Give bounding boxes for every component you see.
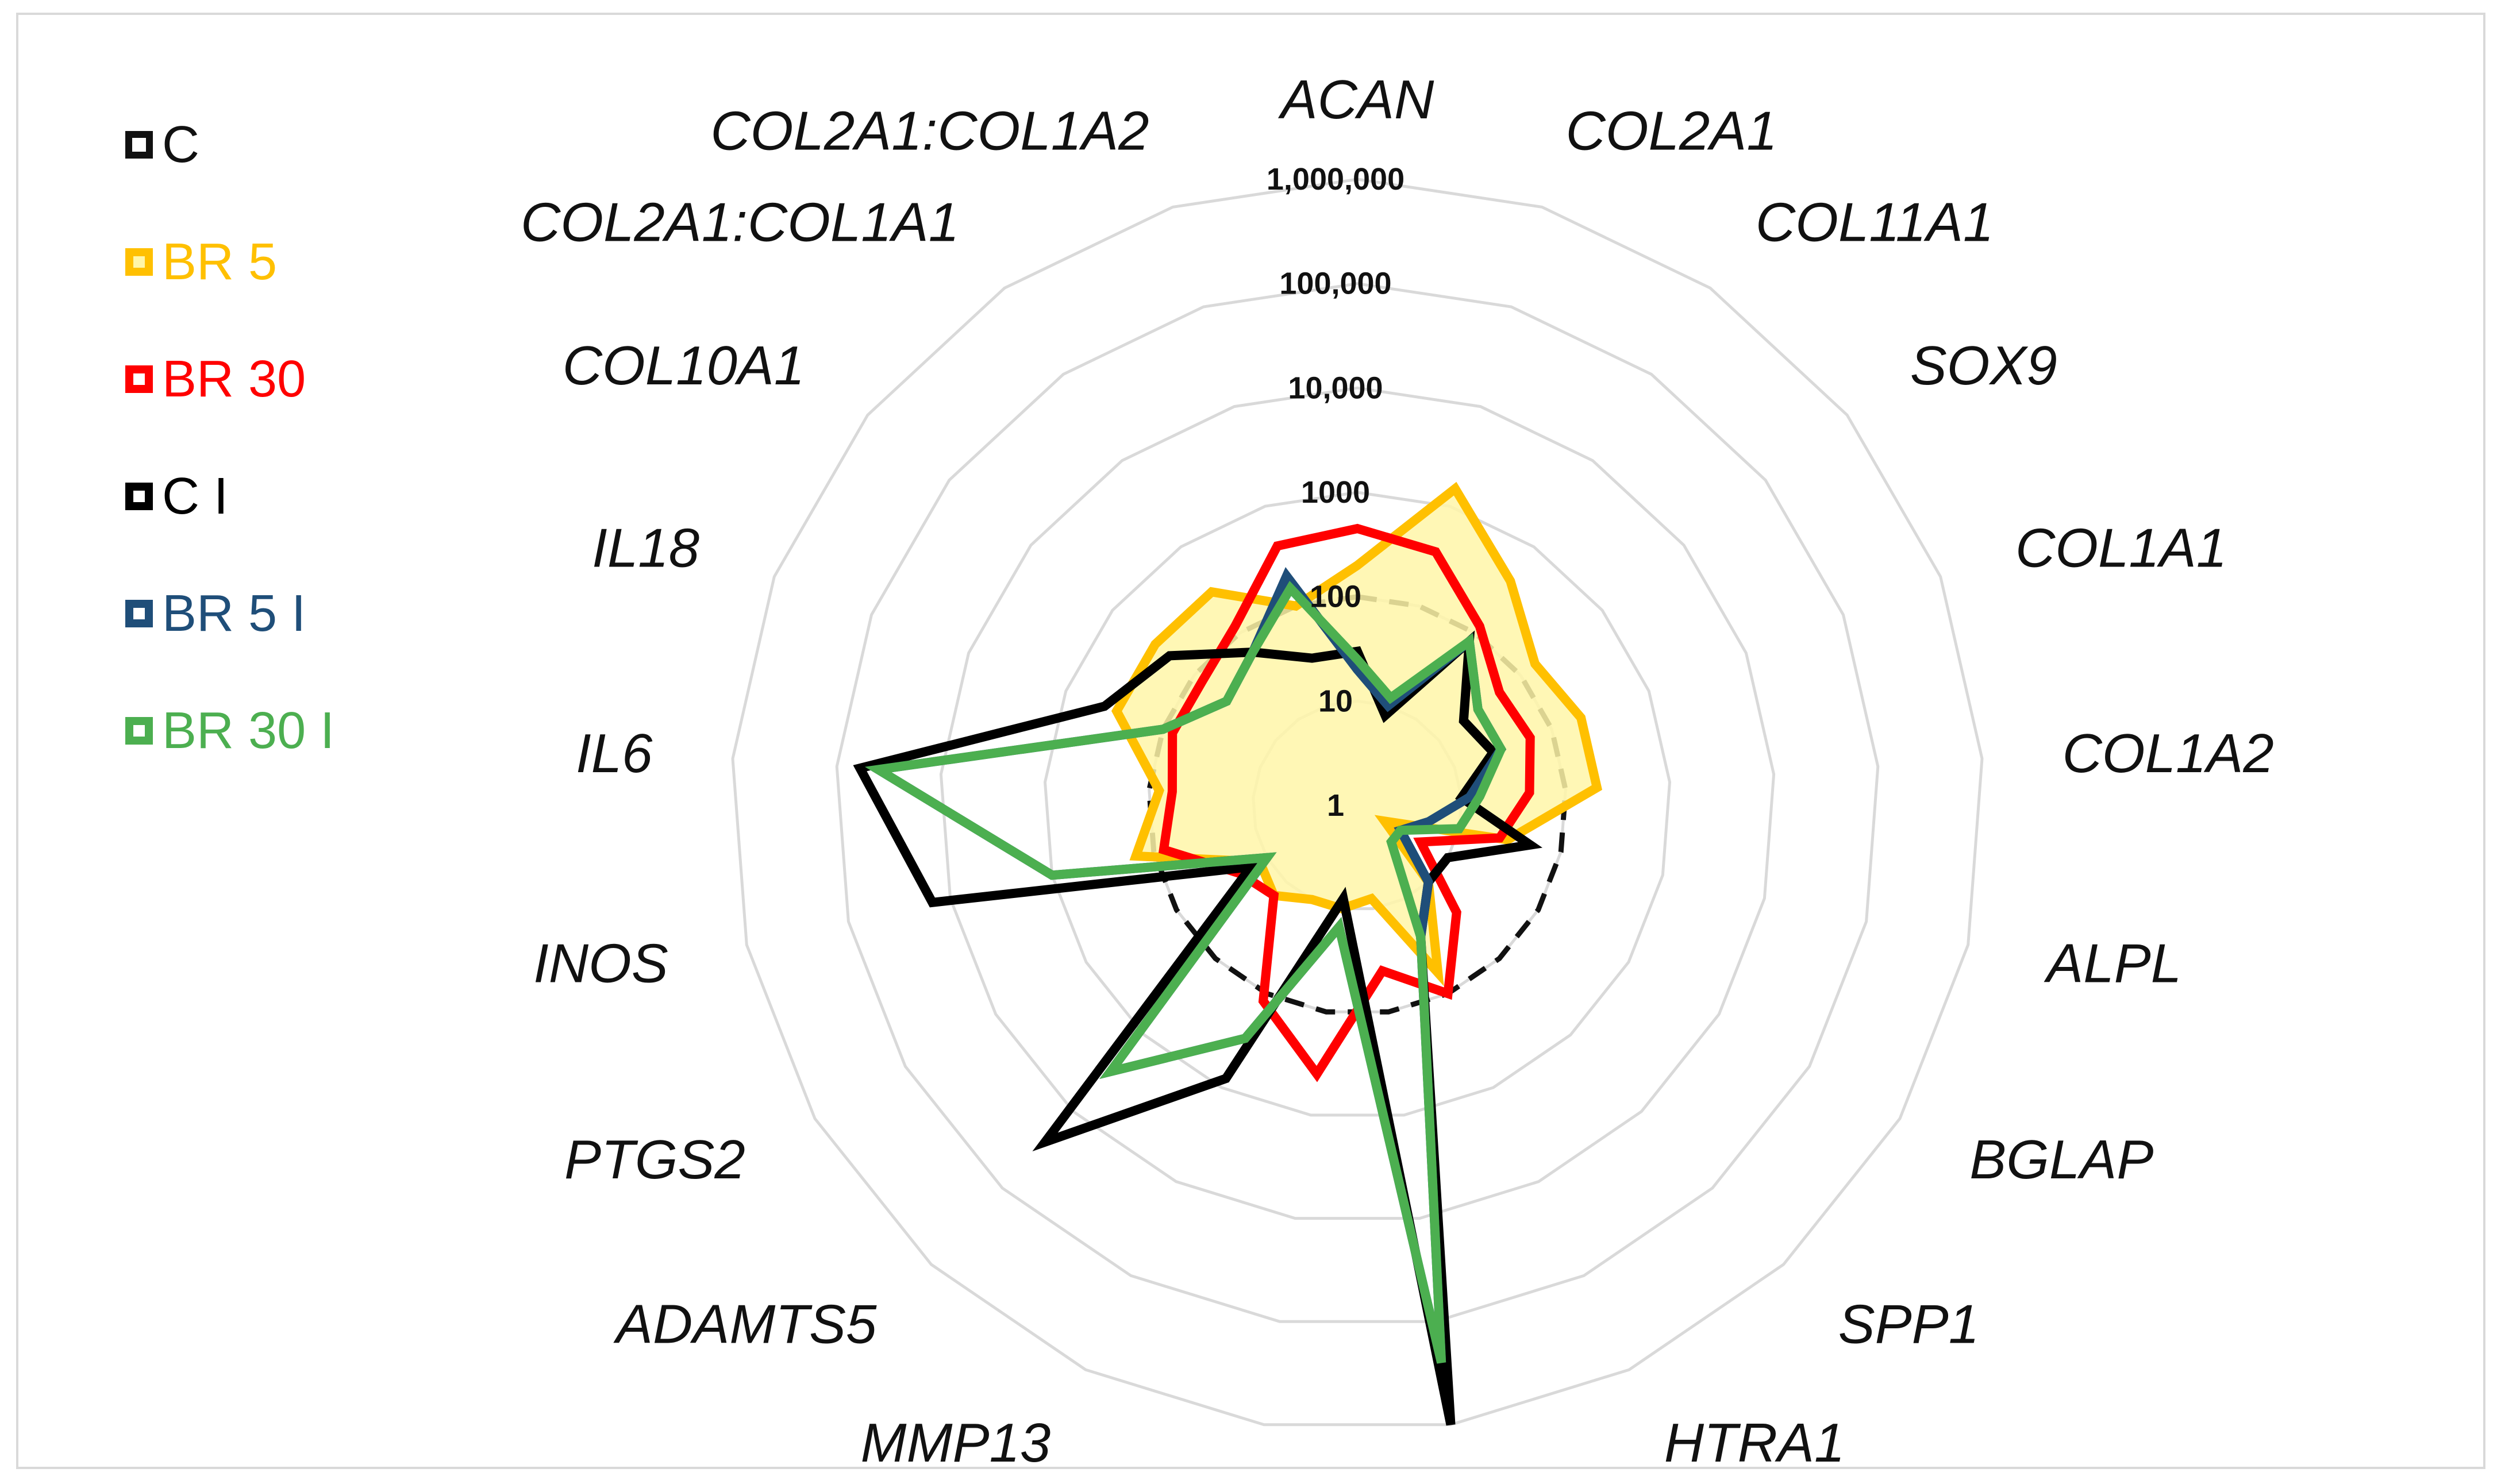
grid-ring [835,282,1880,1323]
grid-ring [1043,491,1672,1117]
category-label: COL2A1 [1566,101,1777,162]
category-label: SOX9 [1910,335,2057,396]
series-layer [853,481,1603,1426]
legend-item: BR 30 I [125,672,334,789]
legend-label: C [162,116,199,174]
legend-swatch [125,248,153,276]
category-label: HTRA1 [1664,1412,1845,1474]
category-label: IL6 [576,723,653,784]
tick-label: 1 [1327,788,1344,823]
tick-label: 100 [1310,580,1361,614]
category-label: INOS [533,933,668,995]
category-label: ADAMTS5 [613,1294,877,1355]
series-br-30-i [865,580,1506,1364]
category-label: ACAN [1278,69,1434,130]
category-label: PTGS2 [564,1129,745,1190]
grid-ring [939,386,1776,1220]
tick-label: 1,000,000 [1267,162,1405,196]
category-label: COL2A1:COL1A2 [710,101,1149,162]
category-label: COL11A1 [1756,192,1994,253]
category-label: MMP13 [861,1412,1051,1474]
tick-label: 1000 [1301,475,1370,510]
legend-swatch [125,717,153,745]
series-br-30 [1158,523,1535,1082]
legend-item: C [125,86,334,203]
legend-item: BR 30 [125,321,334,438]
category-label: COL1A1 [2015,518,2227,579]
grid-ring [731,178,1984,1427]
legend-item: BR 5 [125,203,334,321]
legend-swatch [125,365,153,393]
category-label: COL10A1 [563,335,805,396]
category-label: Mmp1 [1386,1474,1540,1484]
category-label: MMP3 [1172,1474,1332,1484]
category-label: ALPL [2044,933,2181,995]
category-label: SPP1 [1838,1294,1979,1355]
tick-label: 10 [1318,684,1353,718]
legend: C BR 5 BR 30 C I BR 5 I BR 30 I [125,86,334,789]
category-labels: ACAN COL2A1 COL11A1 SOX9 COL1A1 COL1A2 ALPL BGL… [521,69,2274,1484]
legend-swatch [125,483,153,510]
tick-label: 100,000 [1279,267,1391,301]
legend-label: C I [162,468,229,525]
legend-item: C I [125,438,334,555]
legend-label: BR 5 I [162,585,306,642]
category-label: BGLAP [1969,1129,2153,1190]
legend-label: BR 30 I [162,702,335,760]
category-label: COL2A1:COL1A1 [521,192,959,253]
tick-label: 10,000 [1288,371,1383,405]
legend-label: BR 30 [162,350,306,408]
category-label: COL1A2 [2063,723,2274,784]
category-label: IL18 [592,518,699,579]
legend-swatch [125,600,153,627]
radial-tick-labels: 1 10 100 1000 10,000 100,000 1,000,000 [1267,162,1405,823]
legend-item: BR 5 I [125,555,334,672]
legend-swatch [125,131,153,159]
legend-label: BR 5 [162,233,278,291]
